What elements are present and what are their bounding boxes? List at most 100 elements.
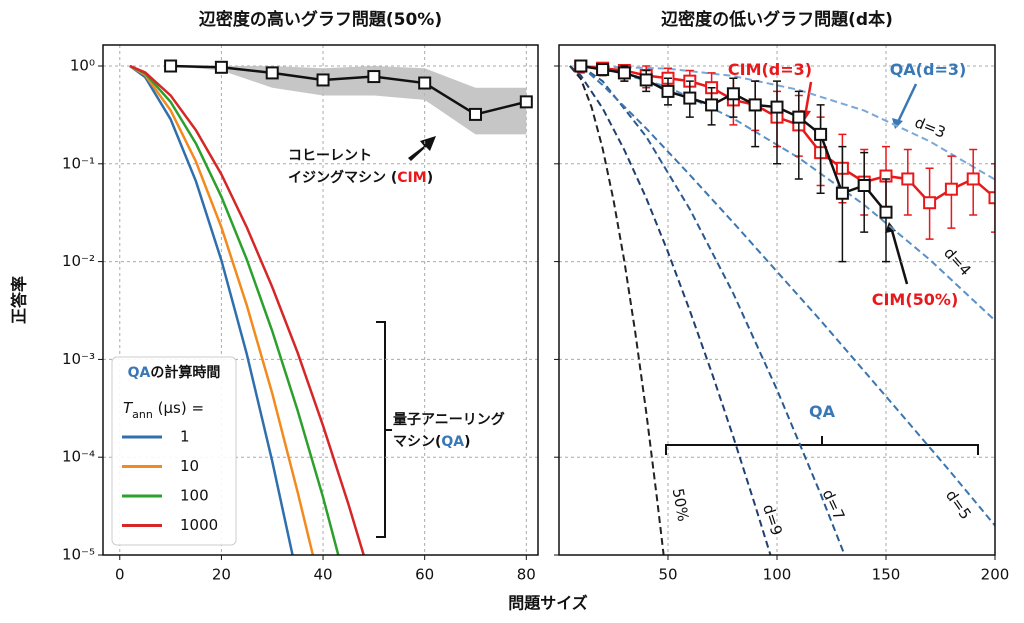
x-tick-label: 0 xyxy=(115,566,125,584)
y-tick-label: 10⁰ xyxy=(70,57,95,75)
series-line xyxy=(580,65,995,527)
x-tick-label: 60 xyxy=(415,566,434,584)
series-line xyxy=(129,65,294,555)
marker xyxy=(468,107,482,121)
annotation: 量子アニーリング xyxy=(393,411,505,428)
series-line xyxy=(580,65,846,555)
curve-label: d=7 xyxy=(819,487,849,523)
arrow xyxy=(889,226,909,285)
series-layer xyxy=(129,59,533,555)
text-part: CIM xyxy=(397,170,426,186)
marker xyxy=(705,98,719,112)
marker xyxy=(265,66,279,80)
text-part: QA(d=3) xyxy=(890,60,967,79)
annotation: CIM(50%) xyxy=(872,290,959,309)
text-part: QA xyxy=(809,402,836,421)
y-tick-label: 10⁻² xyxy=(62,252,95,270)
legend-header: Tann (μs) = xyxy=(123,399,204,421)
error-bar xyxy=(816,104,825,194)
chart-title: 辺密度の高いグラフ問題(50%) xyxy=(199,9,442,30)
y-tick-label: 10⁻³ xyxy=(62,350,95,368)
annotation: コヒーレント xyxy=(288,148,372,164)
qa-bracket-right xyxy=(665,436,979,455)
marker xyxy=(214,60,228,74)
arrow-head xyxy=(892,118,903,129)
x-tick-label: 150 xyxy=(872,566,901,584)
marker xyxy=(367,70,381,84)
legend-label: 100 xyxy=(180,487,209,505)
curve-label: d=4 xyxy=(940,244,975,280)
marker xyxy=(770,100,784,114)
marker xyxy=(519,95,533,109)
marker xyxy=(923,196,937,210)
error-bar xyxy=(838,145,847,263)
marker xyxy=(164,59,178,73)
text-part: コヒーレント xyxy=(288,148,372,164)
marker xyxy=(617,66,631,80)
text-part: QA xyxy=(128,365,151,381)
marker xyxy=(966,172,980,186)
marker xyxy=(316,73,330,87)
legend-title: QAの計算時間 xyxy=(128,364,221,381)
cim-arrow xyxy=(408,136,436,161)
error-bar xyxy=(773,80,781,165)
plot-frame xyxy=(558,44,996,556)
qa-bracket xyxy=(376,321,392,538)
marker xyxy=(683,91,697,105)
x-axis-label: 問題サイズ xyxy=(508,594,588,613)
marker xyxy=(418,76,432,90)
marker xyxy=(748,98,762,112)
legend-label: 10 xyxy=(180,457,199,475)
text-part: CIM(d=3) xyxy=(728,60,812,79)
text-part: (μs) = xyxy=(153,399,204,417)
annotation: CIM(d=3) xyxy=(728,60,812,79)
legend-label: 1 xyxy=(180,428,190,446)
error-bar xyxy=(860,151,869,233)
series-line xyxy=(129,64,365,555)
error-bar xyxy=(751,80,760,148)
y-tick-label: 10⁻⁴ xyxy=(62,448,95,466)
text-part: CIM(50%) xyxy=(872,290,959,309)
marker xyxy=(879,205,893,219)
text-part: T xyxy=(123,399,134,417)
marker xyxy=(901,172,915,186)
chart-title: 辺密度の低いグラフ問題(d本) xyxy=(661,9,893,30)
annotation: イジングマシン (CIM) xyxy=(288,169,433,186)
x-tick-label: 200 xyxy=(981,566,1010,584)
text-part: マシン( xyxy=(393,434,441,450)
text-part: 量子アニーリング xyxy=(393,411,505,428)
x-tick-label: 20 xyxy=(212,566,231,584)
y-tick-label: 10⁻⁵ xyxy=(62,546,95,564)
text-part: ) xyxy=(427,170,433,186)
legend-box xyxy=(111,356,237,546)
arrow xyxy=(895,83,918,125)
legend-label: 1000 xyxy=(180,516,218,534)
marker xyxy=(857,179,871,193)
error-bar xyxy=(882,178,890,263)
plot-frame xyxy=(102,44,539,556)
marker xyxy=(835,186,849,200)
arrow xyxy=(803,81,813,117)
series-line xyxy=(129,64,315,555)
series-line xyxy=(170,64,527,116)
marker xyxy=(639,73,653,87)
series-line xyxy=(580,65,995,322)
text-part: イジングマシン ( xyxy=(288,169,397,186)
series-line xyxy=(129,64,340,555)
series-layer xyxy=(569,59,995,555)
error-bar xyxy=(794,90,803,180)
text-part: ) xyxy=(464,434,470,450)
error-bar xyxy=(991,163,995,233)
y-tick-label: 10⁻¹ xyxy=(62,154,95,172)
marker xyxy=(814,127,828,141)
x-tick-label: 100 xyxy=(763,566,792,584)
curve-label: d=5 xyxy=(942,487,975,523)
annotation: QA(d=3) xyxy=(890,60,967,79)
text-part: の計算時間 xyxy=(150,364,220,381)
marker xyxy=(726,87,740,101)
series-line xyxy=(569,65,665,555)
curve-label: d=3 xyxy=(912,113,948,142)
annotation: QA xyxy=(809,402,836,421)
annotation: マシン(QA) xyxy=(393,434,471,450)
